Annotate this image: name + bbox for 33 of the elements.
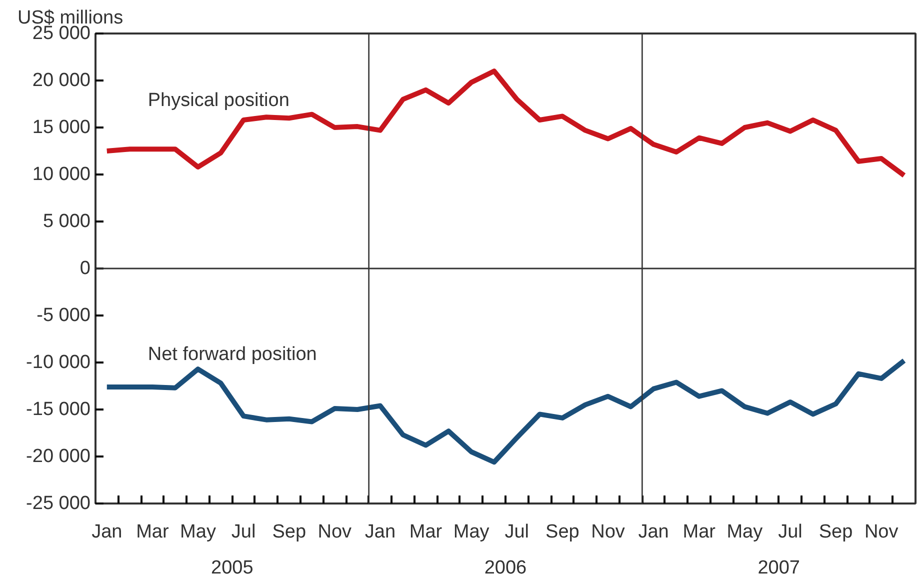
x-tick-label: May bbox=[180, 522, 216, 542]
y-tick-label: -15 000 bbox=[26, 399, 91, 420]
x-tick-label: May bbox=[453, 522, 490, 542]
y-tick-label: 5 000 bbox=[42, 211, 90, 232]
y-tick-label: -20 000 bbox=[26, 446, 91, 467]
x-tick-label: Jul bbox=[504, 522, 530, 542]
text: 2007 bbox=[758, 558, 800, 576]
x-tick-label: Nov bbox=[591, 522, 626, 542]
x-tick-label: Mar bbox=[409, 522, 443, 542]
y-tick-label: 10 000 bbox=[32, 164, 91, 185]
y-tick-label: -10 000 bbox=[26, 352, 91, 373]
y-tick-label: -25 000 bbox=[26, 493, 91, 514]
x-tick-label: Jan bbox=[364, 522, 396, 542]
series-label: Net forward position bbox=[148, 344, 317, 365]
x-tick-label: Mar bbox=[136, 522, 170, 542]
text: 2006 bbox=[484, 558, 527, 576]
y-tick-label: 15 000 bbox=[32, 117, 91, 138]
text: 2005 bbox=[211, 558, 254, 576]
x-tick-label: Sep bbox=[272, 522, 306, 542]
x-tick-label: Jul bbox=[778, 522, 802, 542]
y-tick-label: -5 000 bbox=[36, 305, 90, 326]
x-tick-label: May bbox=[726, 522, 764, 542]
x-tick-label: Mar bbox=[682, 522, 716, 542]
y-tick-label: 20 000 bbox=[32, 70, 91, 91]
x-tick-label: Jan bbox=[638, 522, 669, 542]
x-tick-label: Nov bbox=[864, 522, 899, 542]
x-tick-label: Sep bbox=[818, 522, 853, 542]
series-label: Physical position bbox=[148, 90, 290, 111]
x-tick-label: Jul bbox=[231, 522, 256, 542]
y-tick-label: 0 bbox=[80, 258, 91, 279]
x-tick-label: Jan bbox=[92, 522, 122, 542]
x-tick-label: Nov bbox=[318, 522, 352, 542]
x-tick-label: Sep bbox=[546, 522, 580, 542]
